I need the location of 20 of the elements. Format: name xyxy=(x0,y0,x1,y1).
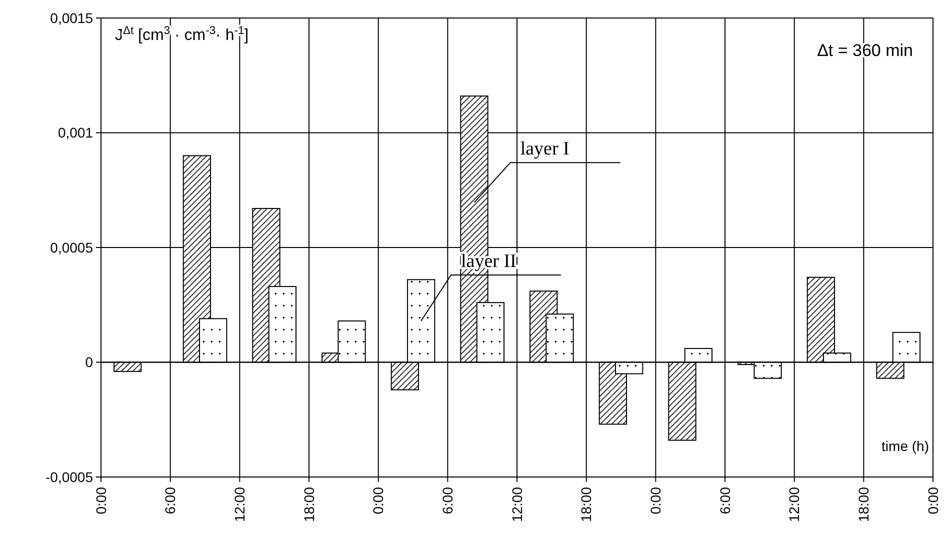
x-tick-label: 12:00 xyxy=(232,486,248,522)
x-tick-label: 12:00 xyxy=(786,486,802,522)
y-tick-label: 0 xyxy=(85,354,94,370)
x-tick-label: 18:00 xyxy=(300,486,317,522)
x-axis-title: time (h) xyxy=(882,438,929,454)
y-tick-label: -0,0005 xyxy=(46,468,94,485)
x-tick-label: 6:00 xyxy=(162,486,178,514)
x-tick-label: 0:00 xyxy=(370,486,386,514)
x-tick-label: 12:00 xyxy=(508,486,525,522)
x-tick-label: 0:00 xyxy=(648,486,664,514)
x-tick-label: 0:00 xyxy=(924,486,941,514)
x-tick-label: 0:00 xyxy=(92,486,109,514)
x-tick-label: 6:00 xyxy=(716,486,733,514)
x-tick-label: 6:00 xyxy=(440,486,456,514)
y-tick-label: 0,001 xyxy=(58,124,94,141)
y-tick-label: 0,0005 xyxy=(50,239,94,256)
x-tick-label: 18:00 xyxy=(578,486,594,522)
y-tick-label: 0,0015 xyxy=(50,10,94,26)
x-tick-label: 18:00 xyxy=(856,486,872,522)
series-label: layer I xyxy=(520,138,570,160)
